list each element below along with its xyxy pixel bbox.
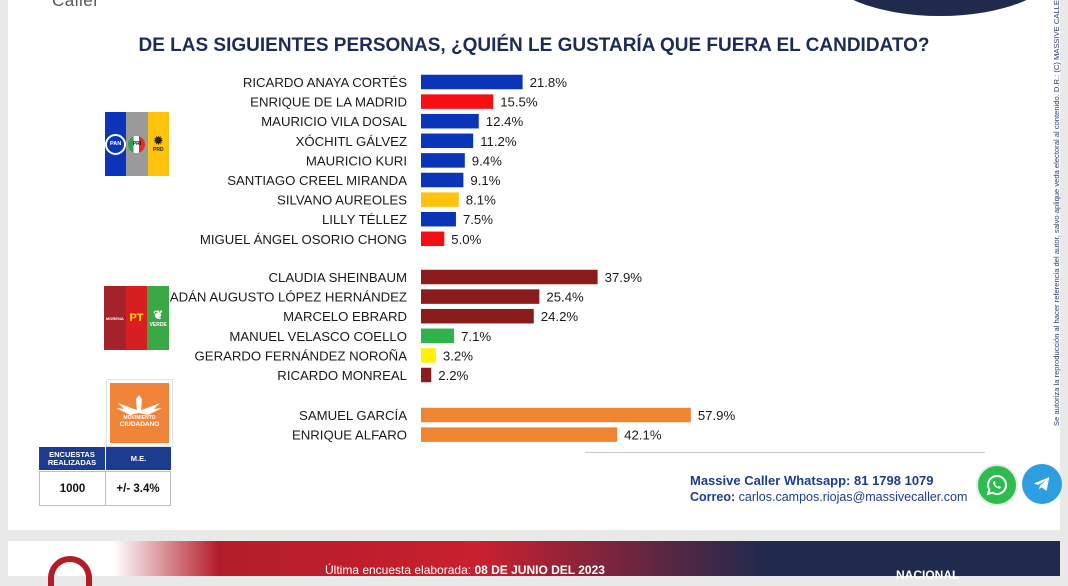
data-label: 37.9% — [605, 270, 643, 285]
email-address[interactable]: carlos.campos.riojas@massivecaller.com — [738, 490, 968, 504]
mc-label-line2: CIUDADANO — [119, 421, 160, 428]
morena-pt-verde-logo: MORENA PT ❦ VERDE — [104, 286, 169, 350]
sun-icon: ✹ — [152, 133, 164, 148]
category-label: SILVANO AUREOLES — [277, 193, 407, 208]
data-label: 12.4% — [486, 114, 524, 129]
bar — [421, 231, 445, 247]
last-survey-date: 08 DE JUNIO DEL 2023 — [474, 563, 605, 577]
data-label: 9.1% — [470, 173, 500, 188]
prd-logo: ✹ PRD — [147, 112, 169, 176]
category-label: CLAUDIA SHEINBAUM — [268, 270, 407, 285]
bar — [421, 133, 474, 149]
whatsapp-contact: Massive Caller Whatsapp: 81 1798 1079 — [690, 473, 934, 488]
data-label: 8.1% — [466, 193, 496, 208]
bar — [421, 427, 618, 442]
category-label: MAURICIO VILA DOSAL — [261, 114, 407, 129]
data-label: 7.1% — [461, 329, 491, 344]
scope-label: NACIONAL — [896, 568, 960, 582]
data-label: 5.0% — [451, 232, 481, 247]
pt-logo: PT — [125, 286, 148, 350]
data-label: 2.2% — [438, 368, 468, 383]
category-label: MIGUEL ÁNGEL OSORIO CHONG — [200, 232, 407, 247]
whatsapp-icon[interactable] — [976, 464, 1018, 506]
bar — [421, 211, 456, 227]
category-label: MARCELO EBRARD — [283, 309, 407, 324]
category-label: ENRIQUE ALFARO — [292, 428, 407, 443]
verde-label: VERDE — [149, 321, 167, 328]
last-survey-text: Última encuesta elaborada: 08 DE JUNIO D… — [325, 563, 605, 577]
bar — [421, 348, 436, 363]
morena-label: MORENA — [105, 315, 124, 321]
data-label: 25.4% — [546, 290, 584, 305]
data-label: 3.2% — [443, 348, 473, 363]
data-label: 42.1% — [624, 428, 662, 443]
category-label: MANUEL VELASCO COELLO — [229, 329, 407, 344]
verde-logo: ❦ VERDE — [147, 286, 169, 350]
category-label: RICARDO MONREAL — [277, 368, 407, 383]
toucan-icon: ❦ — [153, 307, 164, 322]
bar — [421, 74, 523, 90]
category-label: ENRIQUE DE LA MADRID — [250, 95, 407, 110]
pan-logo: PAN — [105, 112, 127, 176]
bar — [421, 172, 464, 188]
footer-logo-icon — [48, 556, 92, 586]
bar — [421, 192, 459, 207]
email-contact: Correo: carlos.campos.riojas@massivecall… — [690, 490, 967, 504]
category-label: LILLY TÉLLEZ — [322, 212, 407, 227]
data-label: 24.2% — [541, 309, 579, 324]
bar — [421, 328, 455, 344]
data-label: 15.5% — [500, 95, 538, 110]
bar — [421, 367, 432, 383]
pri-logo: PRI — [126, 112, 148, 176]
me-value: +/- 3.4% — [105, 471, 171, 506]
eagle-icon — [116, 395, 162, 415]
category-label: RICARDO ANAYA CORTÉS — [243, 75, 407, 90]
data-label: 11.2% — [480, 134, 517, 149]
category-label: MAURICIO KURI — [306, 153, 407, 168]
category-label: GERARDO FERNÁNDEZ NOROÑA — [195, 348, 408, 363]
pri-label: PRI — [128, 135, 146, 153]
bar — [421, 407, 691, 423]
chart-title: DE LAS SIGUIENTES PERSONAS, ¿QUIÉN LE GU… — [138, 35, 930, 56]
data-label: 21.8% — [530, 75, 568, 90]
encuestas-header: ENCUESTAS REALIZADAS — [39, 447, 105, 470]
category-label: SAMUEL GARCÍA — [299, 408, 407, 423]
footer-band — [8, 541, 1060, 576]
bar — [421, 269, 598, 285]
email-label: Correo: — [690, 490, 736, 504]
bar — [421, 308, 534, 324]
prd-label: PRD — [153, 147, 164, 153]
category-label: ADÁN AUGUSTO LÓPEZ HERNÁNDEZ — [170, 290, 407, 305]
me-header: M.E. — [106, 447, 171, 470]
pan-label: PAN — [105, 133, 127, 155]
bar — [421, 113, 479, 129]
pt-label: PT — [129, 312, 144, 324]
telegram-glyph — [1033, 477, 1050, 491]
data-label: 9.4% — [472, 153, 502, 168]
bar — [421, 153, 465, 168]
whatsapp-glyph — [986, 474, 1007, 496]
category-label: SANTIAGO CREEL MIRANDA — [227, 173, 407, 188]
data-label: 57.9% — [698, 408, 736, 423]
movimiento-ciudadano-logo: MOVIMIENTO CIUDADANO — [107, 380, 172, 446]
bar — [421, 94, 494, 109]
encuestas-value: 1000 — [39, 471, 106, 506]
mc-label-line1: MOVIMIENTO — [123, 415, 156, 421]
divider — [585, 452, 985, 453]
category-label: XÓCHITL GÁLVEZ — [296, 134, 407, 149]
bar — [421, 289, 540, 304]
copyright-notice: Se autoriza la reproducción al hacer ref… — [1052, 0, 1061, 426]
brand-name: Caller — [52, 0, 100, 10]
data-label: 7.5% — [463, 212, 493, 227]
morena-logo: MORENA — [104, 286, 126, 350]
pan-pri-prd-logo: PAN PRI ✹ PRD — [105, 112, 169, 176]
telegram-icon[interactable] — [1022, 464, 1062, 504]
last-survey-label: Última encuesta elaborada: — [325, 563, 472, 577]
survey-stats-box: ENCUESTAS REALIZADAS M.E. 1000 +/- 3.4% — [39, 447, 171, 507]
